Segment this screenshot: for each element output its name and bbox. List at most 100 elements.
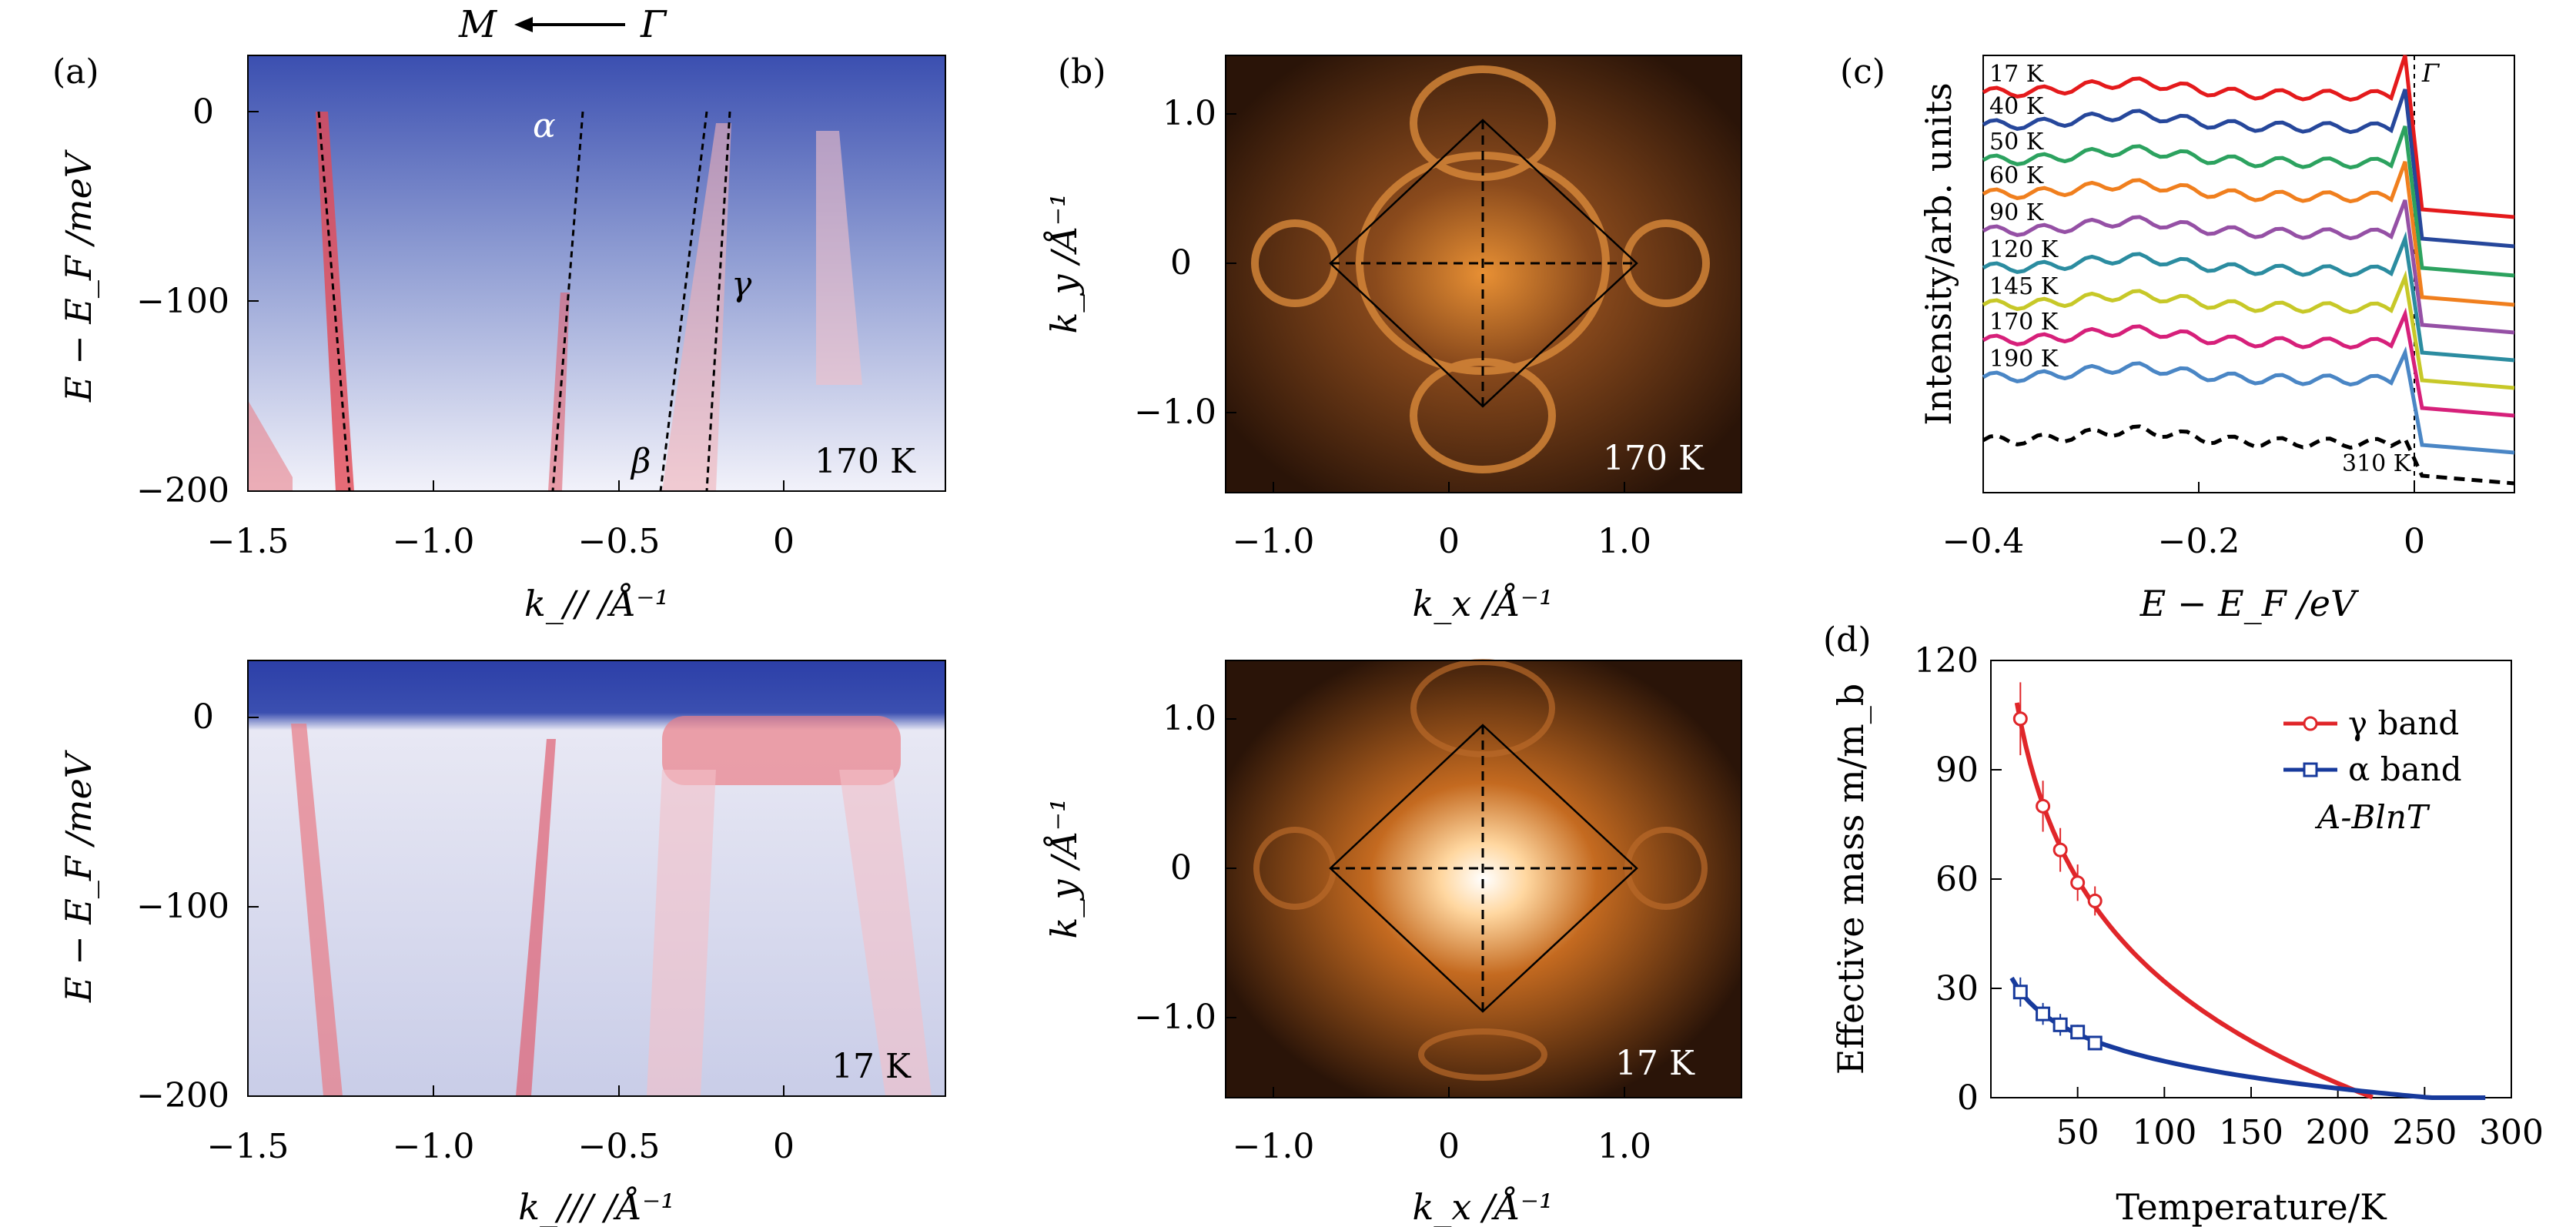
a-top-xtick-1: −1.0 xyxy=(393,522,475,561)
d-series xyxy=(2009,682,2486,1100)
a-bottom-ytick-1: −100 xyxy=(136,887,229,926)
band-label-alpha: α xyxy=(533,106,556,145)
fermi-surface-bottom xyxy=(1225,659,1742,1098)
edc-label-90k: 90 K xyxy=(1989,199,2044,226)
d-xtick-label: 300 xyxy=(2479,1113,2544,1152)
d-legend: γ band α band A-BlnT xyxy=(2283,704,2462,836)
edc-curve-190k xyxy=(1982,346,2515,455)
b-top-ytick-1: 0 xyxy=(1170,243,1192,283)
legend-alpha-marker xyxy=(2303,762,2318,777)
b-bottom-ytick-1: 0 xyxy=(1170,848,1192,888)
temp-label-b-bottom: 17 K xyxy=(1615,1044,1695,1083)
band-label-gamma: γ xyxy=(731,265,752,304)
edc-label-310k: 310 K xyxy=(2342,450,2411,477)
edc-curve-90k xyxy=(1982,199,2515,335)
direction-label-m: M xyxy=(458,3,498,46)
data-point-alpha xyxy=(2036,1006,2051,1021)
c-xtick-1: −0.2 xyxy=(2158,522,2240,561)
data-point-gamma xyxy=(2070,875,2086,891)
temp-label-a-bottom: 17 K xyxy=(831,1047,912,1086)
b-top-xlabel: k_x /Å⁻¹ xyxy=(1413,582,1554,624)
edc-curve-60k xyxy=(1982,161,2515,307)
a-bottom-xlabel: k_/// /Å⁻¹ xyxy=(518,1185,674,1227)
panel-b: (b) 170 K 1.0 0 −1.0 −1.0 xyxy=(1042,52,1742,1227)
panel-label-d: (d) xyxy=(1823,620,1872,660)
edc-curve-50k xyxy=(1982,125,2515,278)
panel-label-b: (b) xyxy=(1058,52,1106,92)
panel-label-a: (a) xyxy=(52,52,99,92)
a-bottom-ytick-0: 0 xyxy=(192,697,214,737)
data-point-gamma xyxy=(2036,798,2051,814)
arpes-top-image xyxy=(247,55,946,492)
edc-curve-40k xyxy=(1982,89,2515,249)
b-bottom-xtick-0: −1.0 xyxy=(1233,1127,1315,1166)
b-bottom-axes: 1.0 0 −1.0 −1.0 0 1.0 k_x /Å⁻¹ k_y /Å⁻¹ xyxy=(1042,699,1651,1227)
legend-gamma-label: γ band xyxy=(2348,704,2459,742)
d-xtick-label: 50 xyxy=(2056,1113,2099,1152)
a-bottom-xtick-2: −0.5 xyxy=(578,1127,661,1166)
panel-label-c: (c) xyxy=(1840,52,1885,92)
edc-label-145k: 145 K xyxy=(1989,273,2059,300)
edc-label-40k: 40 K xyxy=(1989,93,2044,120)
d-xtick-label: 250 xyxy=(2392,1113,2457,1152)
c-ylabel: Intensity/arb. units xyxy=(1918,82,1959,426)
c-xtick-0: −0.4 xyxy=(1942,522,2025,561)
edc-label-17k: 17 K xyxy=(1989,61,2044,88)
a-bottom-axes: 0 −100 −200 −1.5 −1.0 −0.5 0 k_/// /Å⁻¹ … xyxy=(58,697,795,1227)
b-top-xtick-0: −1.0 xyxy=(1233,522,1315,561)
b-top-xtick-1: 0 xyxy=(1438,522,1460,561)
a-bottom-xtick-1: −1.0 xyxy=(393,1127,475,1166)
edc-label-50k: 50 K xyxy=(1989,129,2044,155)
fermi-surface-top xyxy=(1225,55,1742,493)
b-bottom-xtick-2: 1.0 xyxy=(1597,1127,1651,1166)
a-top-ytick-1: −100 xyxy=(136,282,229,321)
panel-a: (a) M Γ α γ β 170 K 0 xyxy=(52,3,946,1227)
b-top-xtick-2: 1.0 xyxy=(1597,522,1651,561)
d-ytick-label: 0 xyxy=(1957,1078,1979,1118)
a-bottom-xtick-0: −1.5 xyxy=(207,1127,289,1166)
edc-curve-120k xyxy=(1982,231,2515,363)
data-point-alpha xyxy=(2052,1017,2068,1032)
b-bottom-ytick-0: 1.0 xyxy=(1163,699,1216,738)
a-top-ytick-0: 0 xyxy=(192,92,214,132)
panel-c: (c) Γ 17 K 40 K 50 K 60 K 90 K 120 K 145 K 170 … xyxy=(1840,52,2515,624)
edc-curve-310k xyxy=(1982,424,2515,486)
a-top-xtick-0: −1.5 xyxy=(207,522,289,561)
direction-arrowhead xyxy=(514,17,533,32)
b-bottom-ytick-2: −1.0 xyxy=(1134,998,1216,1037)
a-top-ylabel: E − E_F /meV xyxy=(58,149,99,403)
d-ticks: 50 100 150 200 250 300 0 30 60 90 120 xyxy=(1914,641,2544,1152)
b-top-ytick-2: −1.0 xyxy=(1134,393,1216,432)
edc-label-120k: 120 K xyxy=(1989,236,2059,263)
a-top-axes: 0 −100 −200 −1.5 −1.0 −0.5 0 k_// /Å⁻¹ E… xyxy=(58,92,795,624)
b-bottom-xtick-1: 0 xyxy=(1438,1127,1460,1166)
edc-curves: 17 K 40 K 50 K 60 K 90 K 120 K 145 K 170 K 190 K… xyxy=(1982,55,2515,486)
a-top-xlabel: k_// /Å⁻¹ xyxy=(524,582,669,624)
temp-label-a-top: 170 K xyxy=(815,442,916,481)
c-frame xyxy=(1982,55,2515,493)
edc-label-60k: 60 K xyxy=(1989,162,2044,189)
a-top-xtick-2: −0.5 xyxy=(578,522,661,561)
b-bottom-ylabel: k_y /Å⁻¹ xyxy=(1042,798,1085,939)
edc-curve-145k xyxy=(1982,269,2515,390)
d-xlabel: Temperature/K xyxy=(2116,1186,2387,1227)
c-gamma-label: Γ xyxy=(2421,59,2441,88)
legend-alpha-label: α band xyxy=(2348,751,2462,788)
edc-curve-17k xyxy=(1982,55,2515,219)
direction-label-gamma: Γ xyxy=(640,3,667,46)
c-xtick-2: 0 xyxy=(2404,522,2425,561)
b-top-ylabel: k_y /Å⁻¹ xyxy=(1042,193,1085,334)
d-annotation: A-BlnT xyxy=(2314,798,2430,836)
data-point-gamma xyxy=(2012,711,2028,727)
c-xlabel: E − E_F /eV xyxy=(2139,583,2360,624)
a-top-ytick-2: −200 xyxy=(136,471,229,510)
c-axes: −0.4 −0.2 0 E − E_F /eV Intensity/arb. u… xyxy=(1918,82,2425,624)
d-ytick-label: 60 xyxy=(1935,860,1979,899)
panel-d: (d) 50 100 150 200 250 300 0 30 60 90 120 γ band α… xyxy=(1823,620,2544,1227)
a-bottom-ytick-2: −200 xyxy=(136,1076,229,1115)
a-top-xtick-3: 0 xyxy=(773,522,795,561)
fit-curve-gamma xyxy=(2014,702,2374,1100)
b-bottom-xlabel: k_x /Å⁻¹ xyxy=(1413,1185,1554,1227)
band-label-beta: β xyxy=(630,442,651,481)
